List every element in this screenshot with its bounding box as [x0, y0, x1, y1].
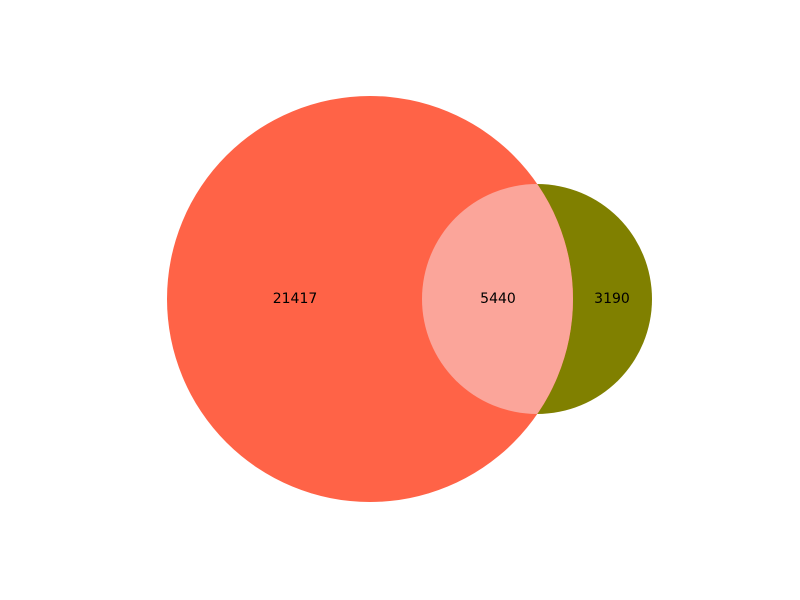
intersection-count: 5440 [480, 291, 516, 307]
set-a-only-count: 21417 [273, 291, 318, 307]
set-a-circle [167, 96, 573, 502]
intersection-region [422, 184, 573, 414]
set-b-only-count: 3190 [594, 291, 630, 307]
